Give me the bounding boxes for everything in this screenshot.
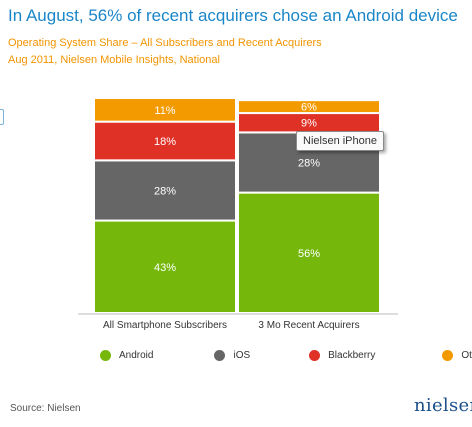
bar-segment-blackberry-1[interactable] — [93, 120, 237, 162]
legend-swatch-android — [100, 350, 111, 361]
data-label-other-2: 6% — [301, 102, 317, 114]
source-note: Source: Nielsen — [10, 403, 81, 414]
category-label-1: All Smartphone Subscribers — [103, 320, 227, 331]
chart-subtitle: Operating System Share – All Subscribers… — [8, 37, 322, 49]
data-label-blackberry-1: 18% — [154, 136, 176, 148]
tooltip: Nielsen iPhone — [296, 131, 384, 151]
legend-item-other[interactable]: Other — [442, 350, 472, 361]
chart-subtitle-date: Aug 2011, Nielsen Mobile Insights, Natio… — [8, 54, 220, 66]
left-edge-tab[interactable] — [0, 109, 4, 125]
legend-item-android[interactable]: Android — [100, 350, 153, 361]
data-label-android-2: 56% — [298, 248, 320, 260]
category-label-2: 3 Mo Recent Acquirers — [258, 320, 359, 331]
legend-swatch-other — [442, 350, 454, 361]
bar-segment-other-2[interactable] — [237, 99, 381, 115]
data-label-ios-1: 28% — [154, 185, 176, 197]
data-label-android-1: 43% — [154, 262, 176, 274]
data-label-blackberry-2: 9% — [301, 118, 317, 130]
legend-label-other: Other — [461, 350, 472, 361]
legend-label-ios: iOS — [233, 350, 251, 361]
legend-item-ios[interactable]: iOS — [214, 350, 250, 361]
data-label-ios-2: 28% — [298, 158, 320, 170]
nielsen-logo: nielsen — [414, 395, 472, 416]
legend-swatch-blackberry — [309, 350, 321, 361]
bar-segment-other-1[interactable] — [93, 97, 237, 123]
legend-item-blackberry[interactable]: Blackberry — [309, 350, 375, 361]
data-label-other-1: 11% — [154, 105, 175, 117]
bar-segment-ios-1[interactable] — [93, 159, 237, 222]
legend-label-blackberry: Blackberry — [328, 350, 376, 361]
legend-label-android: Android — [119, 350, 154, 361]
chart-title: In August, 56% of recent acquirers chose… — [8, 6, 458, 25]
legend-swatch-ios — [214, 350, 226, 361]
legend: Android iOS Blackberry Other — [100, 350, 472, 361]
